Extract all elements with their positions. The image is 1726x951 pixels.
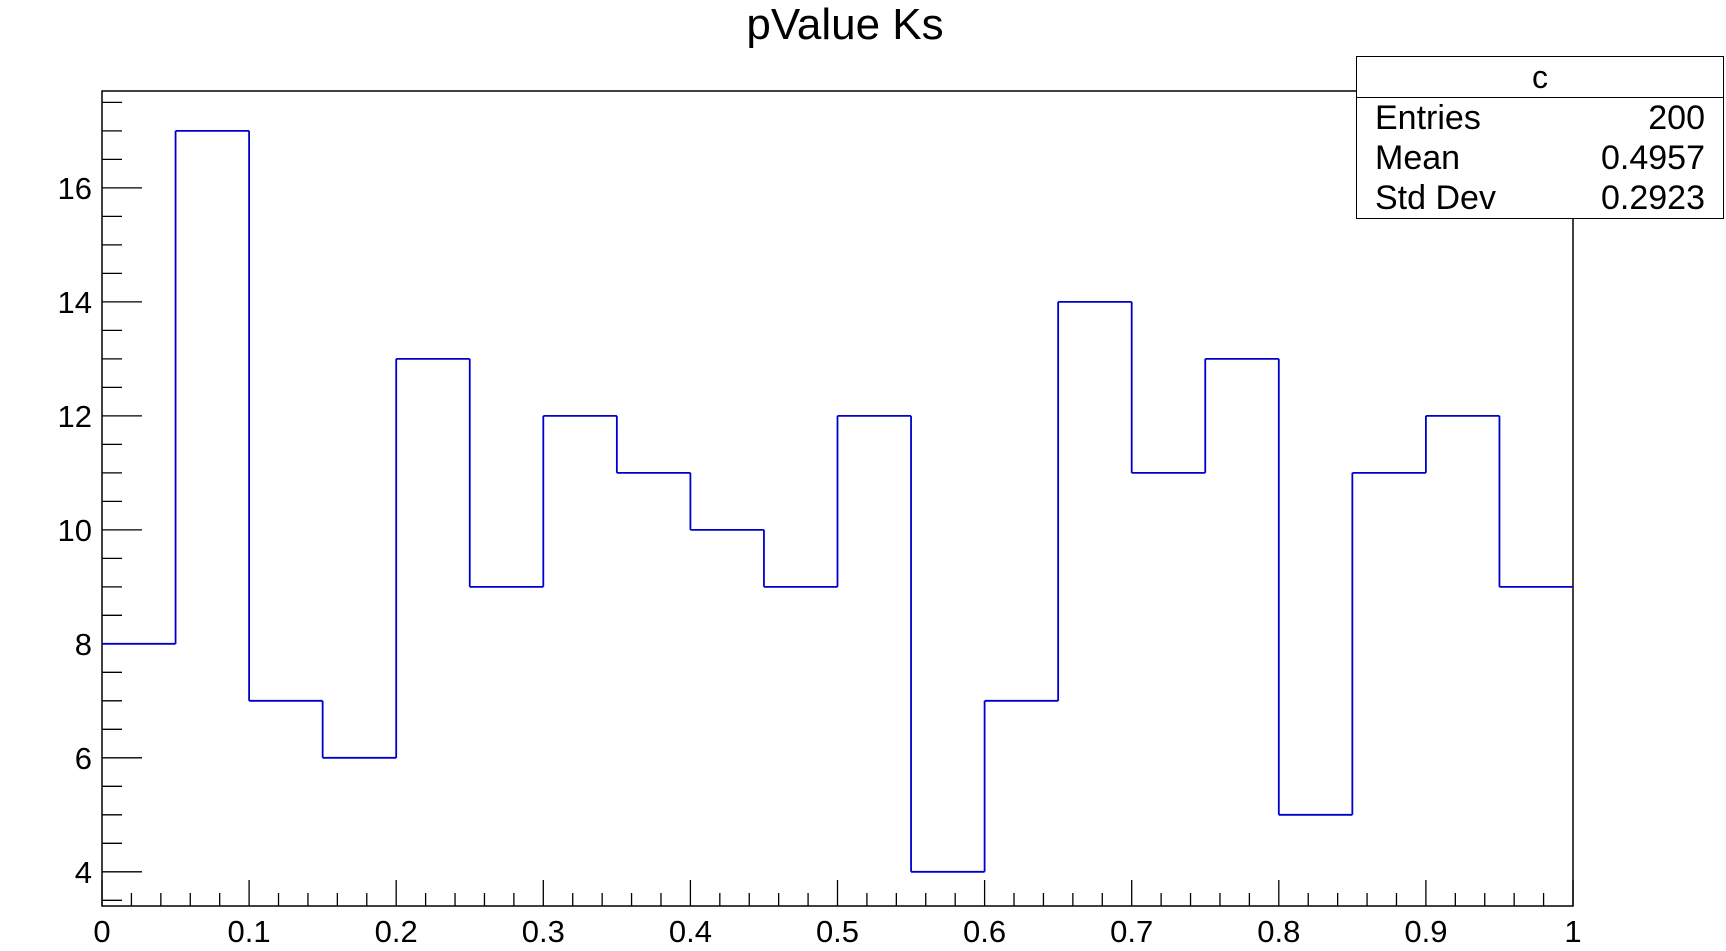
stats-row-stddev: Std Dev 0.2923 (1357, 178, 1723, 218)
stats-value: 0.2923 (1601, 179, 1705, 217)
x-tick-label: 1 (1564, 914, 1581, 949)
stats-label: Std Dev (1375, 179, 1496, 217)
stats-label: Entries (1375, 99, 1481, 137)
x-tick-label: 0.6 (963, 914, 1006, 949)
stats-row-mean: Mean 0.4957 (1357, 138, 1723, 178)
x-tick-label: 0.8 (1257, 914, 1300, 949)
stats-value: 200 (1648, 99, 1705, 137)
y-tick-label: 8 (75, 627, 92, 662)
x-tick-label: 0.1 (228, 914, 271, 949)
stats-value: 0.4957 (1601, 139, 1705, 177)
stats-label: Mean (1375, 139, 1461, 177)
x-tick-label: 0.3 (522, 914, 565, 949)
y-tick-label: 4 (75, 855, 92, 890)
x-tick-label: 0.2 (375, 914, 418, 949)
tick-layer (101, 101, 1574, 906)
x-tick-label: 0.9 (1404, 914, 1447, 949)
x-tick-label: 0.7 (1110, 914, 1153, 949)
stats-box: c Entries 200 Mean 0.4957 Std Dev 0.2923 (1356, 56, 1724, 219)
y-tick-label: 14 (58, 285, 92, 320)
y-tick-label: 6 (75, 741, 92, 776)
x-tick-label: 0.4 (669, 914, 712, 949)
y-tick-label: 10 (58, 513, 92, 548)
y-tick-label: 16 (58, 171, 92, 206)
stats-row-entries: Entries 200 (1357, 98, 1723, 138)
chart-title: pValue Ks (746, 0, 944, 49)
stats-box-title: c (1357, 57, 1723, 98)
y-tick-label: 12 (58, 399, 92, 434)
x-tick-label: 0 (93, 914, 110, 949)
x-tick-label: 0.5 (816, 914, 859, 949)
histogram-bins-layer (102, 129, 1573, 873)
stats-rows: Entries 200 Mean 0.4957 Std Dev 0.2923 (1357, 98, 1723, 218)
